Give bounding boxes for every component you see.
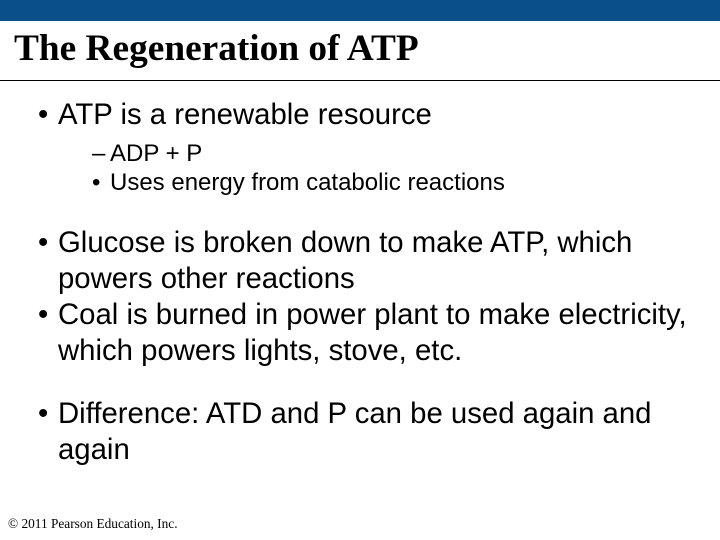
top-accent-bar <box>0 0 720 21</box>
bullet-1a-text: ADP + P <box>110 140 202 167</box>
slide-body: ATP is a renewable resource ADP + P Uses… <box>0 81 720 468</box>
bullet-3-text: Coal is burned in power plant to make el… <box>58 298 687 367</box>
bullet-2: Glucose is broken down to make ATP, whic… <box>30 225 690 297</box>
bullet-1b-text: Uses energy from catabolic reactions <box>110 169 505 196</box>
bullet-1: ATP is a renewable resource ADP + P Uses… <box>30 97 690 197</box>
copyright-text: © 2011 Pearson Education, Inc. <box>8 516 178 532</box>
bullet-1a: ADP + P <box>58 139 690 168</box>
bullet-3: Coal is burned in power plant to make el… <box>30 297 690 369</box>
bullet-4: Difference: ATD and P can be used again … <box>30 396 690 468</box>
bullet-1b: Uses energy from catabolic reactions <box>58 168 690 197</box>
bullet-4-text: Difference: ATD and P can be used again … <box>58 397 652 466</box>
bullet-1-text: ATP is a renewable resource <box>58 98 432 131</box>
slide: The Regeneration of ATP ATP is a renewab… <box>0 0 720 540</box>
slide-title: The Regeneration of ATP <box>0 21 720 80</box>
bullet-2-text: Glucose is broken down to make ATP, whic… <box>58 226 632 295</box>
